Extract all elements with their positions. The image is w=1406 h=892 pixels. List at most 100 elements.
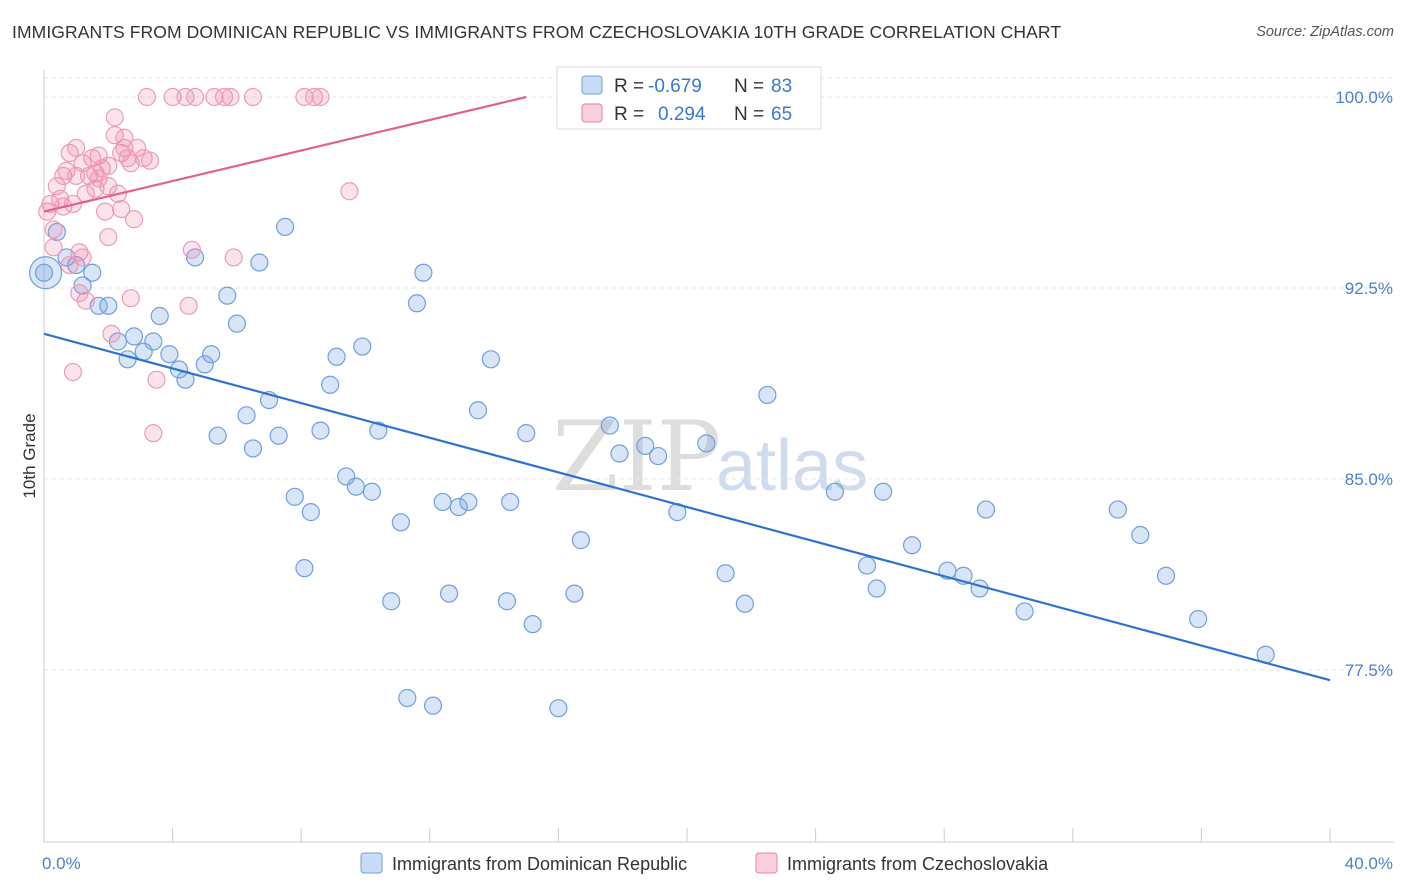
- point-dominican-55: [523, 615, 542, 634]
- point-dominican-45: [423, 696, 443, 715]
- point-dominican-31: [301, 503, 320, 522]
- point-czechoslovakia-2: [44, 220, 63, 239]
- point-czechoslovakia-38: [128, 138, 147, 158]
- point-czechoslovakia-24: [99, 227, 118, 247]
- point-czechoslovakia-11: [67, 138, 86, 158]
- point-dominican-33: [321, 375, 340, 394]
- point-czechoslovakia-23: [95, 202, 115, 221]
- x-tick-label-max: 40.0%: [1345, 854, 1393, 873]
- point-czechoslovakia-52: [224, 248, 243, 267]
- point-czechoslovakia-50: [214, 87, 234, 107]
- point-dominican-47: [439, 584, 459, 603]
- point-dominican-19: [202, 345, 221, 364]
- point-dominican-60: [610, 444, 629, 463]
- point-czechoslovakia-7: [57, 161, 76, 180]
- point-dominican-48: [449, 497, 468, 517]
- point-czechoslovakia-31: [112, 199, 131, 219]
- point-czechoslovakia-64: [89, 169, 108, 188]
- point-dominican-20: [208, 426, 227, 445]
- point-dominican-46: [433, 492, 452, 512]
- point-czechoslovakia-48: [186, 87, 205, 107]
- point-dominican-32: [311, 421, 330, 440]
- stats-swatch-pink: [581, 103, 603, 123]
- point-dominican-52: [497, 592, 517, 611]
- point-dominican-51: [481, 350, 500, 369]
- point-dominican-70: [867, 579, 886, 598]
- point-dominican-34: [327, 347, 346, 366]
- point-czechoslovakia-9: [63, 362, 83, 382]
- legend: Immigrants from Dominican Republic Immig…: [360, 852, 1049, 874]
- point-dominican-12: [144, 332, 163, 351]
- point-czechoslovakia-36: [121, 289, 140, 308]
- stats-n-value-pink: 65: [771, 104, 792, 125]
- point-dominican-56: [549, 699, 568, 718]
- point-dominican-59: [600, 416, 619, 435]
- point-czechoslovakia-25: [99, 177, 118, 196]
- y-axis-title: 10th Grade: [20, 413, 39, 498]
- stats-swatch-blue: [581, 75, 603, 95]
- point-dominican-72: [902, 536, 922, 555]
- point-dominican-41: [391, 513, 410, 532]
- trend-line-czechoslovakia: [43, 95, 527, 213]
- point-dominican-42: [398, 688, 417, 708]
- stats-n-label-blue: N =: [734, 76, 764, 97]
- point-czechoslovakia-56: [311, 87, 330, 107]
- point-dominican-76: [976, 500, 996, 519]
- legend-swatch-czechoslovakia: [755, 852, 778, 874]
- point-dominican-18: [195, 355, 214, 374]
- stats-r-value-pink: 0.294: [658, 104, 706, 125]
- watermark-zip: ZIP: [552, 401, 721, 513]
- point-czechoslovakia-32: [115, 138, 134, 158]
- point-dominican-53: [501, 492, 520, 512]
- point-dominican-30: [295, 559, 314, 578]
- point-czechoslovakia-15: [76, 291, 95, 310]
- point-czechoslovakia-54: [295, 87, 314, 107]
- point-czechoslovakia-61: [70, 283, 89, 303]
- point-dominican-65: [716, 564, 735, 583]
- watermark: ZIP atlas: [552, 401, 868, 513]
- point-czechoslovakia-37: [124, 210, 144, 229]
- point-dominican-29: [285, 487, 304, 506]
- stats-box: R = -0.679 N = 83 R = 0.294 N = 65: [556, 66, 822, 130]
- source-credit: Source: ZipAtlas.com: [1256, 24, 1394, 40]
- point-dominican-0: [34, 263, 54, 282]
- stats-r-label-blue: R =: [614, 76, 644, 97]
- watermark-atlas: atlas: [716, 426, 868, 506]
- point-dominican-78: [1108, 500, 1127, 519]
- point-czechoslovakia-62: [44, 238, 63, 257]
- point-dominican-9: [118, 350, 137, 369]
- point-dominican-62: [648, 446, 668, 466]
- point-dominican-64: [697, 434, 716, 453]
- point-czechoslovakia-47: [182, 240, 201, 259]
- point-czechoslovakia-41: [140, 151, 160, 170]
- point-czechoslovakia-40: [137, 87, 156, 107]
- trend-lines: [43, 95, 1331, 682]
- legend-label-dominican: Immigrants from Dominican Republic: [392, 854, 687, 874]
- point-dominican-66: [735, 594, 754, 613]
- point-dominican-58: [571, 531, 591, 550]
- point-dominican-24: [243, 439, 263, 458]
- y-tick-label-1: 85.0%: [1345, 470, 1393, 489]
- point-dominican-14: [160, 345, 179, 364]
- point-dominican-37: [353, 337, 372, 356]
- point-dominican-5: [83, 263, 102, 282]
- point-czechoslovakia-60: [60, 255, 79, 275]
- y-tick-label-0: 77.5%: [1345, 661, 1393, 680]
- point-dominican-23: [237, 406, 256, 425]
- point-dominican-50: [468, 401, 488, 420]
- point-dominican-8: [108, 332, 128, 351]
- point-dominican-1: [47, 222, 66, 242]
- point-dominican-44: [414, 263, 433, 282]
- x-axis-ticks: [43, 828, 1331, 842]
- point-dominican-54: [517, 424, 536, 443]
- point-dominican-49: [459, 492, 478, 512]
- y-tick-label-3: 100.0%: [1335, 88, 1393, 107]
- point-dominican-43: [407, 294, 427, 313]
- point-dominican-71: [874, 482, 893, 501]
- legend-swatch-dominican: [360, 852, 383, 874]
- stats-r-label-pink: R =: [614, 104, 644, 125]
- chart-title: IMMIGRANTS FROM DOMINICAN REPUBLIC VS IM…: [12, 22, 1062, 42]
- point-dominican-28: [276, 217, 295, 236]
- stats-n-value-blue: 83: [771, 76, 792, 97]
